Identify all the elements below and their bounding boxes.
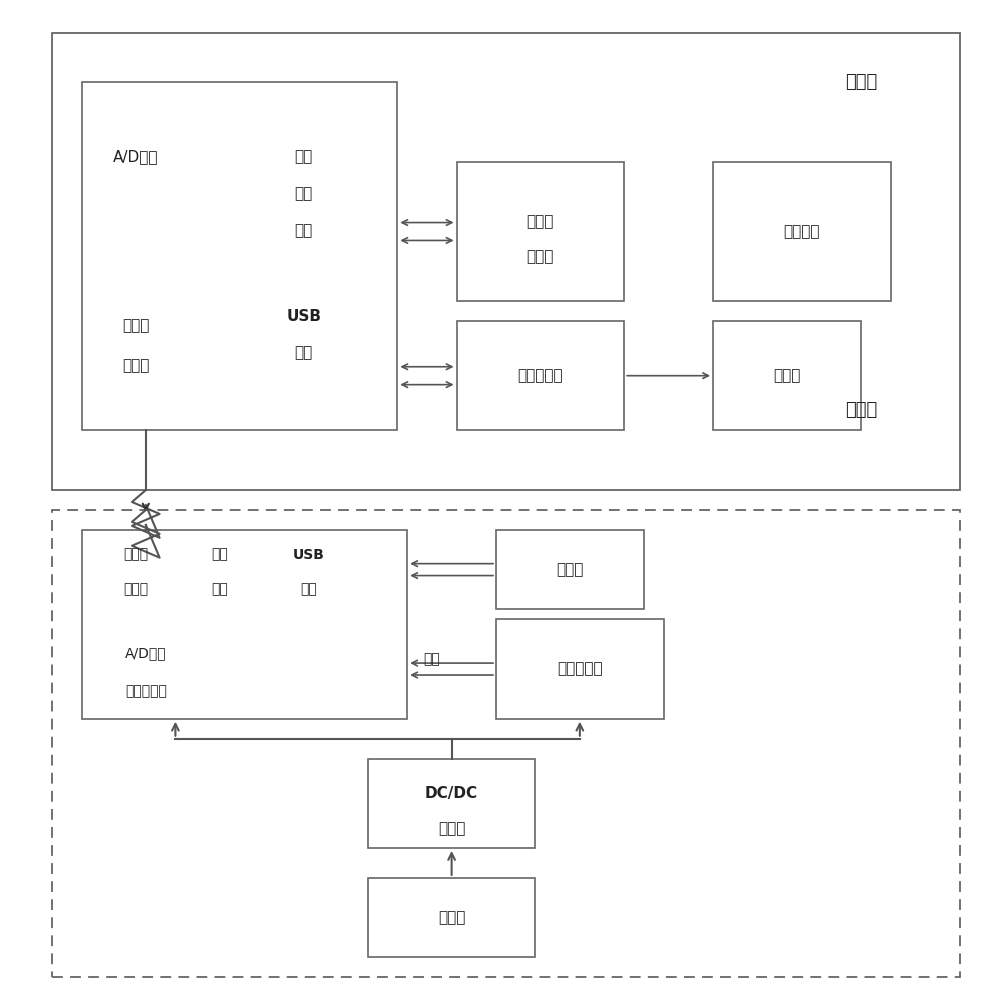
Text: 接口: 接口 [295,345,312,360]
Text: 制器: 制器 [295,223,312,238]
Text: 及信号处理: 及信号处理 [125,684,167,698]
Text: 接口: 接口 [301,582,317,596]
Text: DC/DC: DC/DC [425,786,478,801]
Bar [53,510,959,977]
Text: USB: USB [286,309,321,324]
Text: 投影仪: 投影仪 [774,368,801,383]
Text: 摄像头: 摄像头 [557,562,583,577]
Bar [53,33,959,490]
Text: 制器: 制器 [211,582,228,596]
Bar [456,321,624,430]
Bar [81,530,408,719]
Text: 笔记本电脑: 笔记本电脑 [518,368,563,383]
Bar [713,321,861,430]
Bar [368,878,536,957]
Text: A/D转换: A/D转换 [125,646,167,660]
Bar [713,162,891,301]
Bar [368,759,536,848]
Text: 电路板: 电路板 [527,249,555,264]
Text: A/D转换: A/D转换 [113,149,159,164]
Text: 学生端: 学生端 [845,401,877,420]
Bar [456,162,624,301]
Text: 发模块: 发模块 [123,582,149,596]
Text: 蓄电池: 蓄电池 [437,910,465,925]
Bar [81,82,398,430]
Text: 微控: 微控 [211,548,228,562]
Text: 发模块: 发模块 [122,358,150,373]
Text: 无线收: 无线收 [123,548,149,562]
Text: 插口: 插口 [424,652,440,666]
Text: 无线收: 无线收 [122,318,150,333]
Text: 变换器: 变换器 [437,821,465,836]
Text: 教师端: 教师端 [845,73,877,91]
Bar [496,619,664,719]
Text: 微控: 微控 [295,186,312,201]
Text: 插口: 插口 [295,149,312,164]
Text: USB: USB [293,548,324,562]
Text: 实验电路板: 实验电路板 [558,662,603,677]
Bar [496,530,644,609]
Text: 投影幕布: 投影幕布 [784,224,820,239]
Text: 折叠式: 折叠式 [527,214,555,229]
